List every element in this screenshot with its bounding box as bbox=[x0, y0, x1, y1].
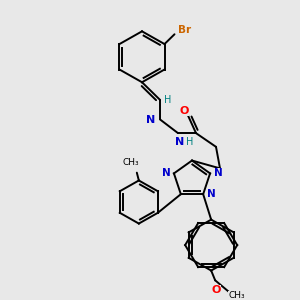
Text: N: N bbox=[214, 168, 222, 178]
Text: CH₃: CH₃ bbox=[229, 292, 245, 300]
Text: O: O bbox=[212, 285, 221, 295]
Text: N: N bbox=[207, 189, 215, 199]
Text: N: N bbox=[146, 116, 156, 125]
Text: CH₃: CH₃ bbox=[122, 158, 139, 167]
Text: S: S bbox=[214, 171, 222, 181]
Text: N: N bbox=[162, 168, 170, 178]
Text: H: H bbox=[186, 137, 194, 147]
Text: H: H bbox=[164, 95, 172, 105]
Text: N: N bbox=[176, 137, 184, 147]
Text: Br: Br bbox=[178, 25, 191, 35]
Text: O: O bbox=[179, 106, 189, 116]
